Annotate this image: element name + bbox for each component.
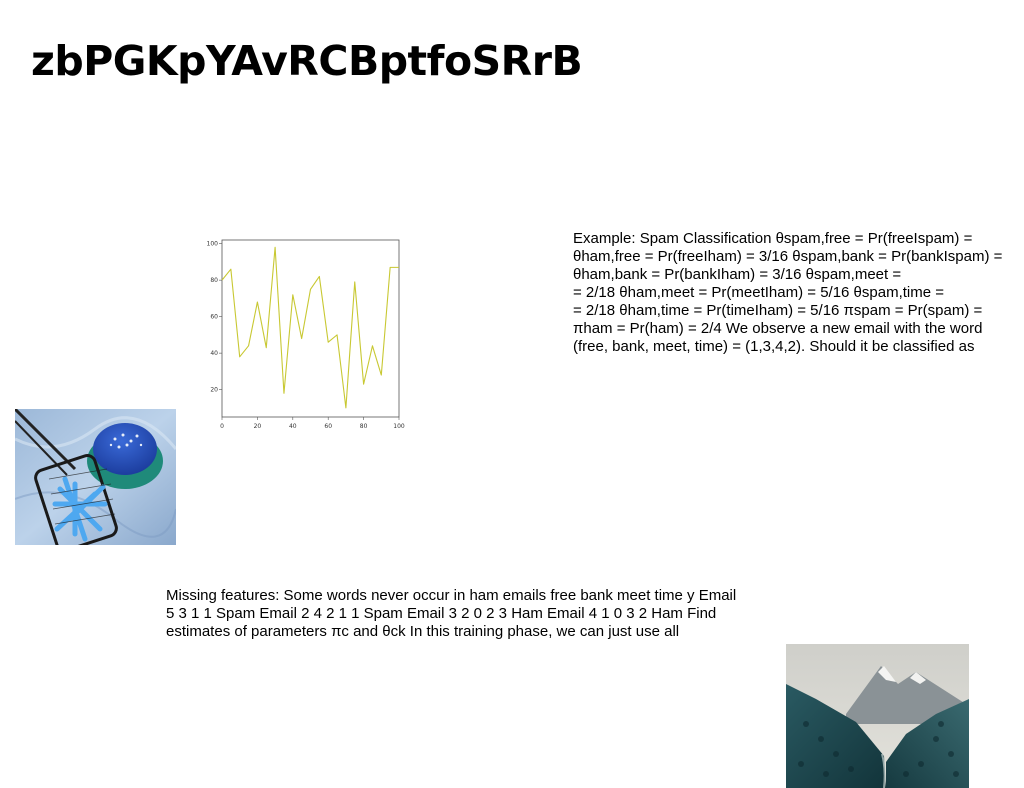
missing-features-text: Missing features: Some words never occur… [166,587,737,640]
y-tick-label: 100 [207,241,219,248]
food-photo [15,409,176,545]
line-chart-figure: 0 20 40 60 80 100 20 40 60 80 100 [200,236,405,436]
x-tick-label: 40 [289,423,297,430]
series-line [221,246,399,409]
chart-plot-area [221,239,400,418]
y-tick-label: 80 [210,277,218,284]
page-title: zbPGKpYAvRCBptfoSRrB [31,37,583,85]
x-tick-label: 80 [360,423,368,430]
x-tick-label: 100 [393,423,405,430]
y-tick-label: 60 [210,314,218,321]
y-tick-label: 20 [210,387,218,394]
mountain-photo [786,644,969,788]
line-chart: 0 20 40 60 80 100 20 40 60 80 100 [207,239,405,430]
y-tick-label: 40 [210,350,218,357]
x-tick-label: 0 [220,423,224,430]
x-tick-label: 20 [254,423,262,430]
spam-example-text: Example: Spam Classification θspam,free … [573,230,1003,355]
x-tick-label: 60 [324,423,332,430]
